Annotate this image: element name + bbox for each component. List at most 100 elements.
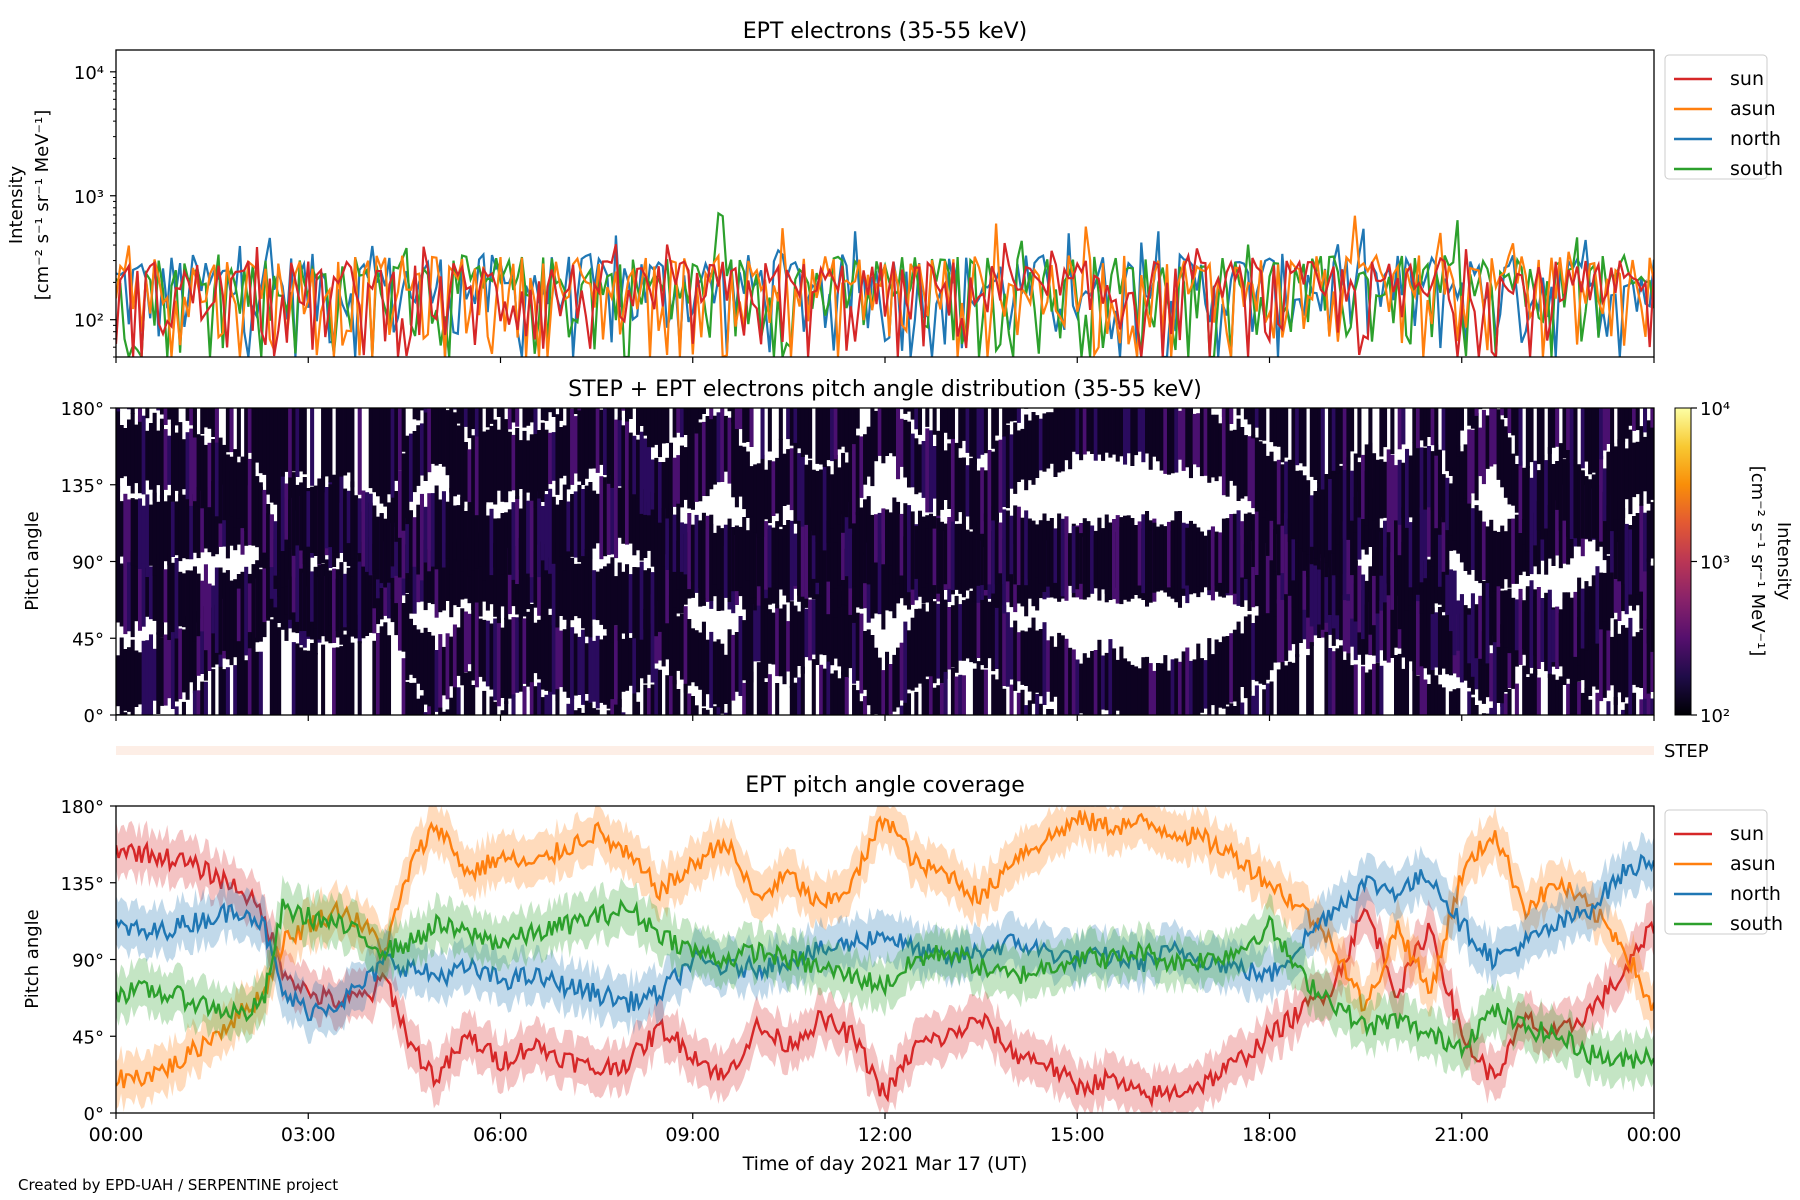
pad-cell xyxy=(1119,526,1124,591)
pad-cell xyxy=(610,557,615,643)
pad-cell xyxy=(1588,699,1593,715)
pad-cell xyxy=(200,408,205,434)
pad-cell xyxy=(767,408,772,452)
pad-cell xyxy=(1346,653,1351,715)
pad-cell xyxy=(760,455,765,540)
pad-cell xyxy=(1503,426,1508,498)
pad-cell xyxy=(203,444,208,503)
pad-cell xyxy=(474,602,479,688)
pad-cell xyxy=(639,431,644,514)
pad-cell xyxy=(1591,474,1596,539)
pad-cell xyxy=(474,543,479,603)
pad-cell xyxy=(698,422,703,502)
pad-cell xyxy=(983,513,988,590)
pad-cell xyxy=(236,660,241,715)
pad-cell xyxy=(1536,501,1541,575)
pad-cell xyxy=(1368,442,1373,530)
pad-cell xyxy=(844,516,849,577)
pad-cell xyxy=(1320,560,1325,630)
pad-cell xyxy=(742,682,747,715)
coverage-series xyxy=(116,806,1654,1113)
pad-cell xyxy=(1020,517,1025,577)
pad-cell xyxy=(1016,506,1021,586)
pad-cell xyxy=(1295,654,1300,715)
pad-cell xyxy=(310,408,315,486)
pad-cell xyxy=(159,552,164,638)
pad-cell xyxy=(617,625,622,708)
pad-cell xyxy=(471,435,476,513)
pad-cell xyxy=(614,576,619,626)
pad-cell xyxy=(1134,666,1139,715)
pad-cell xyxy=(958,674,963,715)
pad-cell xyxy=(496,539,501,624)
pad-cell xyxy=(815,525,820,583)
pad-cell xyxy=(771,461,776,516)
pad-cell xyxy=(548,614,553,694)
pad-cell xyxy=(1152,522,1157,593)
pad-cell xyxy=(1035,630,1040,693)
pad-cell xyxy=(969,458,974,530)
pad-cell xyxy=(731,527,736,592)
pad-cell xyxy=(991,408,996,449)
pad-cell xyxy=(522,408,527,428)
pad-cell xyxy=(577,708,582,715)
pad-cell xyxy=(837,408,842,450)
pad-cell xyxy=(383,518,388,588)
pad-cell xyxy=(1130,518,1135,593)
pad-cell xyxy=(1166,408,1172,475)
pad-cell xyxy=(130,498,135,566)
pad-cell xyxy=(1423,560,1428,611)
pad-cell xyxy=(1214,531,1219,586)
x-tick-label: 09:00 xyxy=(665,1124,720,1146)
pad-cell xyxy=(698,521,703,589)
pad-cell xyxy=(1522,600,1527,650)
pad-cell xyxy=(441,711,446,715)
legend-frame xyxy=(1664,809,1768,935)
pad-cell xyxy=(1617,633,1622,693)
pad-cell xyxy=(170,420,175,502)
pad-cell xyxy=(137,498,143,569)
pad-cell xyxy=(189,408,194,426)
pad-cell xyxy=(965,408,970,453)
pad-cell xyxy=(328,577,333,626)
pad-cell xyxy=(1192,659,1197,715)
pad-cell xyxy=(731,634,736,701)
pad-cell xyxy=(1086,521,1091,598)
pad-cell xyxy=(397,518,403,578)
pad-cell xyxy=(998,600,1003,684)
pad-cell xyxy=(800,519,805,597)
pad-cell xyxy=(1412,520,1417,601)
pad-cell xyxy=(430,493,435,567)
pad-cell xyxy=(1632,516,1637,604)
pad-cell xyxy=(137,415,143,494)
pad-cell xyxy=(504,617,509,704)
pad-cell xyxy=(1082,653,1087,715)
pad-cell xyxy=(1456,445,1461,534)
pad-cell xyxy=(291,642,296,715)
pad-cell xyxy=(1134,525,1139,584)
pad-cell xyxy=(906,408,912,412)
pad-cell xyxy=(372,640,377,715)
pad-cell xyxy=(1064,638,1069,715)
pad-cell xyxy=(712,706,717,715)
pad-cell xyxy=(764,591,769,679)
pad-cell xyxy=(1141,408,1146,463)
pad-cell xyxy=(471,603,476,681)
pad-cell xyxy=(1459,492,1464,563)
colorbar-tick-label: 10² xyxy=(1700,706,1730,727)
pad-cell xyxy=(687,513,692,590)
pad-cell xyxy=(972,668,977,715)
pad-cell xyxy=(1364,444,1369,526)
pad-cell xyxy=(584,643,589,694)
pad-cell xyxy=(1610,408,1615,453)
pad-cell xyxy=(980,520,985,586)
pad-cell xyxy=(899,705,904,715)
pad-cell xyxy=(991,596,996,672)
pad-cell xyxy=(1298,470,1303,549)
pad-cell xyxy=(793,408,798,443)
pad-cell xyxy=(1522,665,1527,715)
pad-cell xyxy=(1551,674,1556,715)
pad-cell xyxy=(683,408,688,435)
pad-cell xyxy=(1650,420,1654,500)
pad-cell xyxy=(533,408,538,434)
